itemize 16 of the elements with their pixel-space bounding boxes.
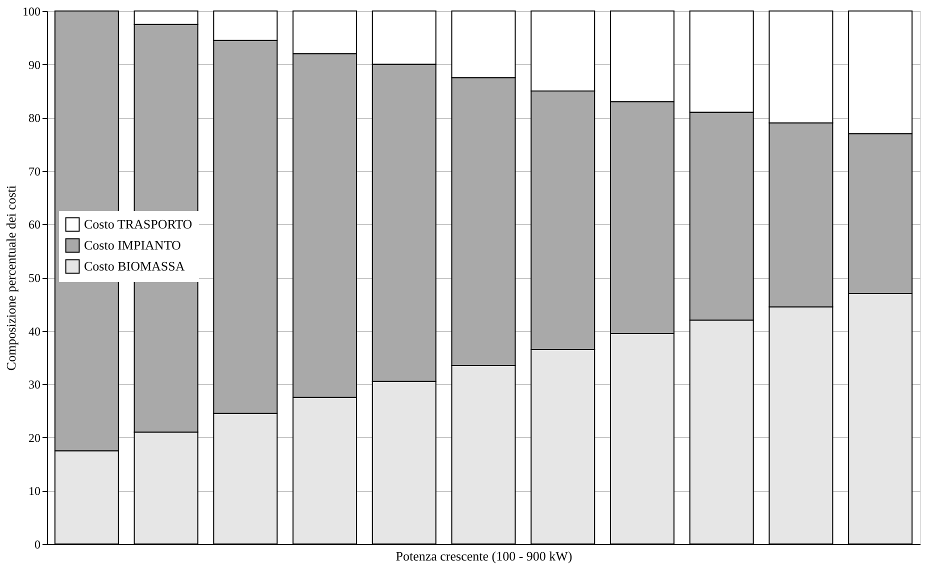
y-tick-label: 100 — [22, 4, 40, 18]
y-tick-label: 30 — [28, 378, 40, 392]
y-tick-label: 20 — [28, 430, 40, 445]
y-tick-label: 50 — [28, 271, 40, 285]
y-tick-label: 0 — [34, 538, 40, 552]
legend-label: Costo TRASPORTO — [84, 216, 192, 232]
legend-label: Costo BIOMASSA — [84, 258, 186, 274]
legend-label: Costo IMPIANTO — [84, 238, 181, 252]
y-tick-label: 80 — [28, 111, 40, 126]
y-axis-title: Composizione percentuale dei costi — [4, 185, 18, 371]
y-tick-label: 90 — [28, 58, 40, 72]
y-tick-label: 70 — [28, 164, 40, 178]
y-tick-label: 40 — [28, 324, 40, 338]
x-axis-title: Potenza crescente (100 - 900 kW) — [396, 548, 572, 564]
y-tick-label: 10 — [28, 484, 40, 498]
y-tick-label: 60 — [28, 218, 40, 232]
